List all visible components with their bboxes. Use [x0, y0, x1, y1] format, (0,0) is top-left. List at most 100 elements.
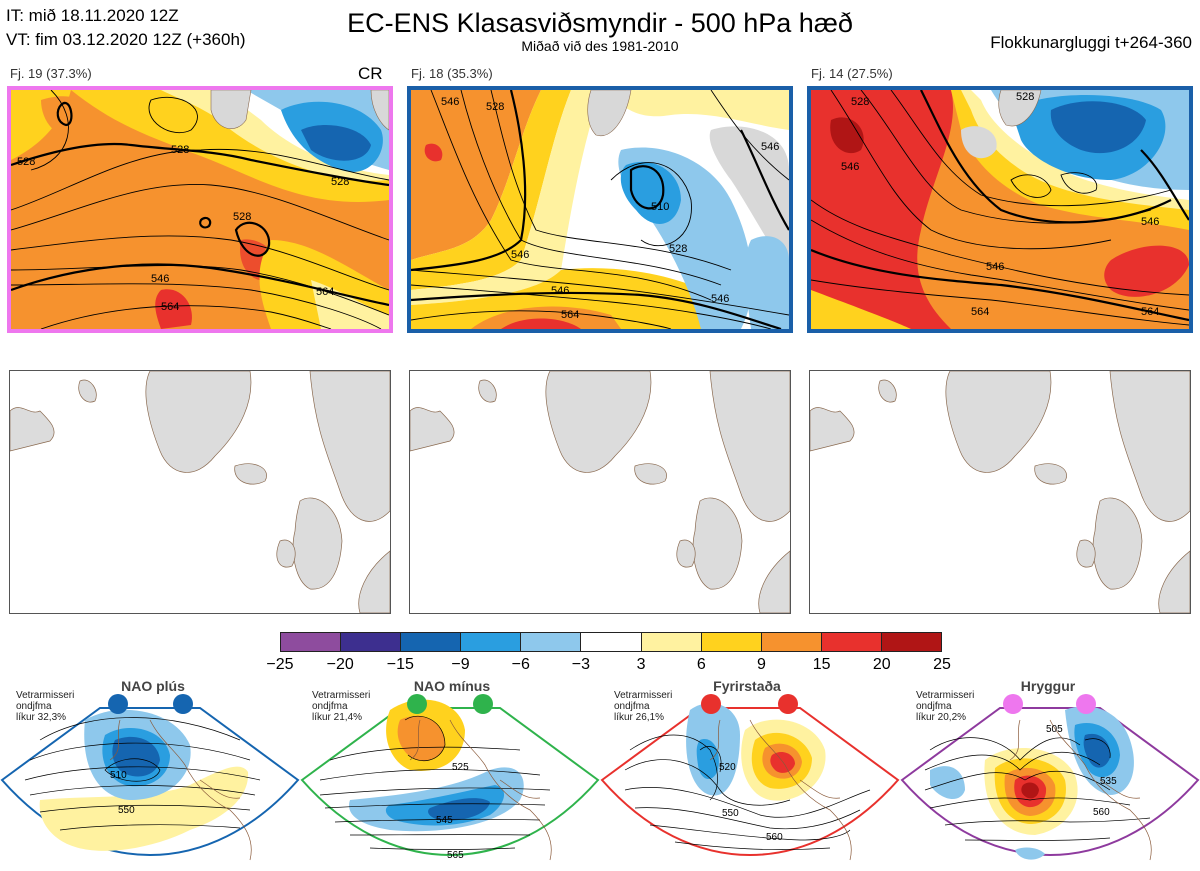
contour-label: 528: [1016, 91, 1034, 103]
regime-2-title: NAO mínus: [413, 678, 491, 694]
regime-3-marker: [701, 694, 721, 714]
regime-note-line: ondjfma: [916, 701, 952, 712]
cluster-1-anomaly-field: 528 528 528 546 564 564 528: [11, 90, 389, 329]
colorbar-segment: [461, 633, 522, 651]
regime-note-line: Vetrarmisseri: [16, 690, 75, 701]
contour-label: 564: [1141, 306, 1159, 318]
colorbar-tick-label: −25: [266, 656, 294, 673]
cluster-3-label: Fj. 14 (27.5%): [811, 66, 893, 81]
basemap-land: [810, 371, 1190, 613]
colorbar: [280, 632, 942, 652]
contour-label: 528: [669, 243, 687, 255]
contour-label: 546: [511, 249, 529, 261]
regime-note-line: Vetrarmisseri: [916, 690, 975, 701]
cluster-3-anomaly-field: 546 528 528 546 564 546 564: [811, 90, 1189, 329]
regime-4-note: Vetrarmisseri ondjfma líkur 20,2%: [916, 690, 974, 723]
regime-3-map: 520 550 560: [600, 694, 900, 861]
regime-2-marker: [473, 694, 493, 714]
contour-label: 528: [331, 176, 349, 188]
contour-label: 528: [486, 101, 504, 113]
colorbar-segment: [521, 633, 582, 651]
regime-2-marker: [407, 694, 427, 714]
contour-label: 528: [233, 211, 251, 223]
contour-label: 535: [1100, 776, 1117, 787]
contour-label: 510: [110, 770, 127, 781]
page-subtitle: Miðað við des 1981-2010: [521, 38, 679, 54]
contour-label: 505: [1046, 724, 1063, 735]
contour-label: 550: [118, 805, 135, 816]
regime-1-map: 510 550: [0, 694, 300, 861]
regime-note-line: líkur 20,2%: [916, 712, 967, 723]
regime-1-marker: [108, 694, 128, 714]
regime-note-line: líkur 26,1%: [614, 712, 665, 723]
contour-label: 528: [171, 144, 189, 156]
regime-2-note: Vetrarmisseri ondjfma líkur 21,4%: [312, 690, 370, 723]
colorbar-tick-label: −20: [326, 656, 354, 673]
contour-label: 565: [447, 850, 464, 861]
basemap-land: [410, 371, 790, 613]
cluster-1-tag: CR: [358, 64, 383, 83]
cluster-1-basemap: [9, 370, 391, 614]
contour-label: 564: [561, 309, 579, 321]
contour-label: 550: [722, 808, 739, 819]
regime-1-marker: [173, 694, 193, 714]
contour-label: 546: [441, 96, 459, 108]
colorbar-segment: [761, 633, 822, 651]
regime-4-title: Hryggur: [1020, 678, 1076, 694]
cluster-3-basemap: [809, 370, 1191, 614]
contour-label: 560: [1093, 807, 1110, 818]
regime-note-line: Vetrarmisseri: [312, 690, 371, 701]
cluster-2-basemap: [409, 370, 791, 614]
contour-label: 546: [551, 285, 569, 297]
regime-4-map: 505 535 560: [900, 694, 1200, 861]
contour-label: 528: [851, 96, 869, 108]
colorbar-tick-label: 20: [872, 656, 891, 673]
contour-label: 564: [161, 301, 179, 313]
colorbar-segment: [881, 633, 942, 651]
contour-label: 564: [971, 306, 989, 318]
cluster-2-label: Fj. 18 (35.3%): [411, 66, 493, 81]
regime-4-marker: [1076, 694, 1096, 714]
colorbar-segment: [821, 633, 882, 651]
colorbar-tick-label: −3: [571, 656, 591, 673]
regime-note-line: líkur 21,4%: [312, 712, 363, 723]
cluster-1-map: 528 528 528 546 564 564 528: [7, 86, 393, 333]
contour-label: 528: [17, 156, 35, 168]
regime-note-line: ondjfma: [614, 701, 650, 712]
colorbar-segment: [701, 633, 762, 651]
contour-label: 545: [436, 815, 453, 826]
colorbar-tick-label: 15: [812, 656, 831, 673]
valid-time: VT: fim 03.12.2020 12Z (+360h): [6, 30, 246, 49]
regime-note-line: líkur 32,3%: [16, 712, 67, 723]
regime-2-map: 525 545 565: [300, 694, 600, 861]
contour-label: 546: [761, 141, 779, 153]
regime-1-title: NAO plús: [121, 678, 185, 694]
contour-label: 546: [151, 273, 169, 285]
regime-3-title: Fyrirstaða: [713, 678, 781, 694]
regime-note-line: ondjfma: [312, 701, 348, 712]
colorbar-tick-label: 3: [636, 656, 646, 673]
contour-label: 564: [316, 286, 334, 298]
colorbar-tick-label: 6: [696, 656, 706, 673]
regime-4-marker: [1003, 694, 1023, 714]
regime-note-line: ondjfma: [16, 701, 52, 712]
colorbar-tick-label: −9: [451, 656, 470, 673]
contour-label: 520: [719, 762, 736, 773]
colorbar-segment: [281, 633, 342, 651]
colorbar-segment: [641, 633, 702, 651]
regime-3-marker: [778, 694, 798, 714]
contour-label: 546: [841, 161, 859, 173]
cluster-1-label: Fj. 19 (37.3%): [10, 66, 92, 81]
colorbar-segment: [581, 633, 642, 651]
contour-label: 510: [651, 201, 669, 213]
cluster-2-anomaly-field: 546 528 510 528 546 546 564 546 546: [411, 90, 789, 329]
colorbar-segment: [401, 633, 462, 651]
contour-label: 560: [766, 832, 783, 843]
regime-note-line: Vetrarmisseri: [614, 690, 673, 701]
contour-label: 546: [711, 293, 729, 305]
colorbar-tick-label: 25: [933, 656, 951, 673]
cluster-2-map: 546 528 510 528 546 546 564 546 546: [407, 86, 793, 333]
contour-label: 546: [1141, 216, 1159, 228]
regime-maps: 510 550 525 545 565: [0, 694, 1200, 861]
colorbar-tick-label: 9: [757, 656, 766, 673]
